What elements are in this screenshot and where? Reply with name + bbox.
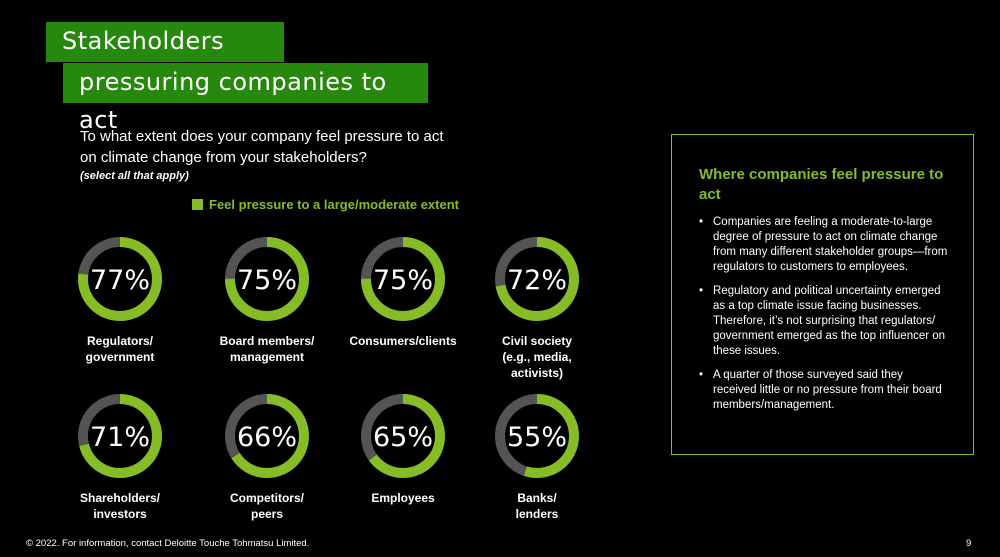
footer-copyright: © 2022. For information, contact Deloitt… bbox=[26, 538, 310, 549]
donut-category-label: (e.g., media, bbox=[502, 350, 571, 364]
donut-category-label: Competitors/ bbox=[230, 491, 305, 505]
donut-item: 65% Employees bbox=[361, 394, 445, 505]
survey-question: To what extent does your company feel pr… bbox=[80, 128, 444, 166]
donut-item: 77% Regulators/government bbox=[78, 237, 162, 364]
donut-arc bbox=[361, 394, 445, 478]
donut-category-label: Employees bbox=[371, 491, 435, 505]
donut-value-label: 55% bbox=[507, 422, 567, 453]
panel-title: Where companies feel pressure to act bbox=[699, 166, 944, 203]
title-line-2: pressuring companies to act bbox=[63, 63, 428, 134]
panel-bullet: Companies are feeling a moderate-to-larg… bbox=[699, 215, 949, 275]
donut-arc bbox=[495, 237, 579, 321]
donut-category-label: Banks/ bbox=[517, 491, 557, 505]
donut-category-label: activists) bbox=[511, 366, 563, 380]
donut-item: 71% Shareholders/investors bbox=[78, 394, 162, 521]
donut-value-label: 66% bbox=[237, 422, 297, 453]
donut-category-label: Board members/ bbox=[220, 334, 315, 348]
donut-category-label: Shareholders/ bbox=[80, 491, 161, 505]
legend-swatch bbox=[192, 199, 203, 210]
donut-category-label: Civil society bbox=[502, 334, 572, 348]
donut-item: 75% Board members/management bbox=[220, 237, 315, 364]
chart-legend: Feel pressure to a large/moderate extent bbox=[192, 197, 459, 212]
insight-panel: Where companies feel pressure to act Com… bbox=[671, 134, 974, 455]
donut-arc bbox=[225, 237, 309, 321]
donut-category-label: investors bbox=[93, 507, 147, 521]
donut-category-label: Consumers/clients bbox=[349, 334, 457, 348]
donut-category-label: management bbox=[230, 350, 304, 364]
panel-bullet: A quarter of those surveyed said they re… bbox=[699, 368, 949, 413]
page-number: 9 bbox=[966, 538, 972, 549]
donut-value-label: 65% bbox=[373, 422, 433, 453]
donut-item: 72% Civil society (e.g., media, activists) bbox=[495, 237, 579, 380]
donut-arc bbox=[225, 394, 309, 478]
donut-category-label: Regulators/ bbox=[87, 334, 154, 348]
survey-note: (select all that apply) bbox=[80, 170, 189, 182]
title-line-1: Stakeholders are bbox=[46, 22, 284, 93]
donut-value-label: 77% bbox=[90, 265, 150, 296]
donut-item: 55% Banks/lenders bbox=[495, 394, 579, 521]
donut-arc bbox=[361, 237, 445, 321]
donut-value-label: 71% bbox=[90, 422, 150, 453]
donut-item: 66% Competitors/peers bbox=[225, 394, 309, 521]
donut-arc bbox=[495, 394, 579, 478]
donut-value-label: 72% bbox=[507, 265, 567, 296]
donut-value-label: 75% bbox=[237, 265, 297, 296]
donut-value-label: 75% bbox=[373, 265, 433, 296]
donut-category-label: government bbox=[86, 350, 155, 364]
donut-arc bbox=[78, 394, 162, 478]
donut-item: 75% Consumers/clients bbox=[349, 237, 457, 348]
panel-bullet: Regulatory and political uncertainty eme… bbox=[699, 284, 949, 359]
donut-category-label: lenders bbox=[516, 507, 559, 521]
legend-label: Feel pressure to a large/moderate extent bbox=[209, 197, 459, 212]
donut-category-label: peers bbox=[251, 507, 283, 521]
panel-bullet-list: Companies are feeling a moderate-to-larg… bbox=[699, 215, 949, 413]
donut-arc bbox=[78, 237, 162, 321]
